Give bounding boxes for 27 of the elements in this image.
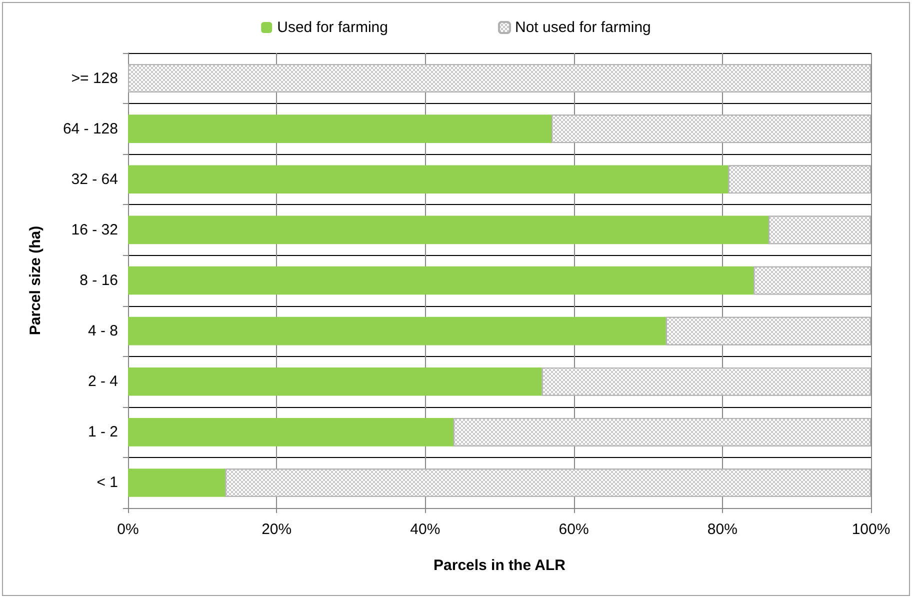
bar <box>128 316 666 346</box>
y-axis-title: Parcel size (ha) <box>27 226 44 336</box>
y-tick-label: 8 - 16 <box>80 272 118 289</box>
bar <box>128 266 754 295</box>
bar <box>128 216 768 244</box>
x-tick-label: 60% <box>558 521 589 538</box>
y-tick-label: < 1 <box>96 474 118 492</box>
y-tick-label: 64 - 128 <box>62 120 118 138</box>
x-tick-label: 100% <box>852 521 890 538</box>
y-tick-label: 2 - 4 <box>88 373 118 390</box>
bar <box>128 468 226 497</box>
y-tick-label: 1 - 2 <box>88 424 118 441</box>
x-axis-title: Parcels in the ALR <box>434 557 566 574</box>
x-tick-label: 80% <box>707 521 738 538</box>
bar <box>128 165 728 194</box>
x-tick-label: 40% <box>410 521 440 538</box>
bar <box>128 418 454 446</box>
bar <box>128 114 552 143</box>
y-tick-label: 16 - 32 <box>71 221 118 238</box>
y-tick-label: 32 - 64 <box>71 170 118 188</box>
legend-label: Used for farming <box>277 19 388 36</box>
y-tick-label: >= 128 <box>71 70 118 87</box>
x-tick-label: 20% <box>262 521 292 538</box>
y-tick-label: 4 - 8 <box>88 322 118 340</box>
legend-label: Not used for farming <box>514 19 651 36</box>
x-tick-label: 0% <box>117 521 139 538</box>
bar <box>128 367 542 396</box>
